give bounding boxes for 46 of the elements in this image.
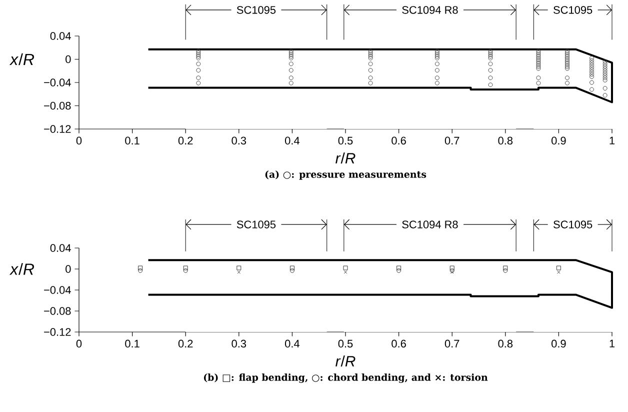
x-tick-label: 0.1: [125, 340, 140, 348]
y-tick-label: −0.08: [44, 307, 71, 315]
y-tick-label: −0.04: [44, 78, 71, 86]
x-axis-title: r/R: [336, 356, 356, 366]
band-label: SC1095: [236, 6, 276, 14]
text: (b) □: flap bending, ○: chord bending, and ×: torsion: [204, 374, 488, 383]
x-tick-label: 0.9: [552, 340, 566, 348]
text: (a) ○: pressure measurements: [265, 170, 426, 180]
x-tick-label: 0: [76, 136, 82, 145]
x-tick-label: 0.3: [232, 136, 246, 145]
line-series: [147, 48, 614, 104]
y-tick-label: 0: [66, 265, 71, 273]
band-label: SC1095: [554, 6, 592, 14]
y-tick-label: 0.04: [50, 244, 71, 252]
x-tick-label: 0.2: [178, 136, 193, 145]
band-label: SC1095: [236, 220, 276, 228]
y-axis-title: x/R: [9, 263, 34, 275]
x-tick-label: 0.6: [392, 136, 406, 145]
x-tick-label: 0.7: [444, 340, 460, 348]
y-tick-label: −0.08: [44, 102, 71, 110]
x-tick-label: 0.2: [178, 340, 193, 348]
y-tick-label: −0.12: [44, 125, 71, 133]
band-label: SC1094 R8: [402, 220, 458, 228]
x-tick-label: 0.6: [392, 340, 406, 348]
band-label: SC1094 R8: [402, 6, 458, 14]
x-tick-label: 0.5: [338, 136, 353, 145]
x-axis-title: r/R: [336, 152, 356, 164]
x-tick-label: 0.7: [444, 136, 460, 145]
x-tick-label: 0.9: [552, 136, 566, 145]
x-tick-label: 0.4: [285, 136, 300, 145]
x-tick-label: 0.8: [498, 340, 513, 348]
x-tick-label: 0.1: [125, 136, 140, 145]
x-tick-label: 0.3: [232, 340, 246, 348]
x-tick-label: 1: [610, 136, 615, 144]
x-tick-label: 0.4: [285, 340, 300, 348]
x-tick-label: 1: [610, 340, 615, 348]
x-tick-label: 0: [76, 340, 82, 348]
y-tick-label: −0.12: [44, 328, 71, 336]
x-tick-label: 0.8: [498, 136, 513, 145]
y-tick-label: −0.04: [44, 286, 71, 294]
y-tick-label: 0.04: [50, 32, 71, 40]
band-label: SC1095: [554, 220, 592, 228]
y-axis-title: x/R: [9, 53, 34, 66]
line-series: [147, 259, 614, 309]
x-tick-label: 0.5: [338, 340, 353, 348]
y-tick-label: 0: [66, 55, 71, 64]
